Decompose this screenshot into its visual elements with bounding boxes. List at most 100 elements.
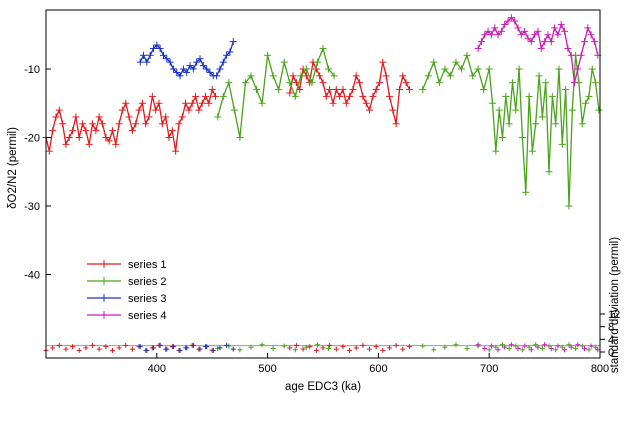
- data-point: [389, 106, 397, 114]
- sd-point: [150, 345, 156, 351]
- data-point: [195, 106, 203, 114]
- sd-point: [499, 342, 505, 348]
- legend-item: series 2: [87, 276, 167, 288]
- data-point: [65, 134, 73, 141]
- x-tick-label: 700: [480, 363, 498, 375]
- data-point: [372, 86, 380, 94]
- sd-point: [519, 347, 525, 353]
- data-point: [517, 31, 525, 39]
- data-point: [188, 99, 196, 107]
- sd-point: [360, 342, 366, 348]
- sd-point: [109, 347, 115, 353]
- sd-point: [210, 347, 216, 353]
- y-tick-label: -30: [24, 201, 40, 213]
- data-point: [112, 140, 120, 148]
- data-point: [185, 106, 193, 114]
- data-point: [329, 99, 337, 107]
- data-point: [143, 58, 151, 66]
- data-point: [430, 58, 438, 66]
- sd-point: [515, 346, 521, 352]
- data-point: [156, 44, 164, 52]
- data-point: [166, 58, 174, 66]
- data-point: [183, 68, 191, 76]
- data-point: [168, 127, 176, 135]
- sd-point: [562, 347, 568, 353]
- sd-point: [380, 347, 386, 353]
- data-point: [356, 79, 364, 87]
- data-point: [402, 79, 410, 87]
- x-axis: 400 500 600 700 800: [148, 353, 609, 375]
- data-point: [226, 48, 234, 56]
- data-point: [75, 134, 83, 141]
- data-point: [140, 51, 148, 59]
- data-point: [192, 92, 200, 100]
- data-point: [62, 140, 70, 148]
- data-point: [45, 147, 53, 155]
- sd-point: [96, 346, 102, 352]
- data-point: [230, 106, 238, 114]
- sd-point: [300, 346, 306, 352]
- data-point: [253, 86, 261, 94]
- data-point: [163, 55, 171, 63]
- data-point: [72, 113, 80, 121]
- data-point: [508, 79, 516, 87]
- sd-point: [495, 347, 501, 353]
- data-point: [362, 99, 370, 107]
- sd-point: [215, 346, 221, 352]
- sd-point: [464, 346, 470, 352]
- data-point: [199, 62, 207, 70]
- data-point: [474, 65, 482, 73]
- data-point: [169, 65, 177, 73]
- sd-point: [230, 346, 236, 352]
- x-tick-label: 500: [258, 363, 276, 375]
- data-point: [531, 31, 539, 39]
- sd-point: [237, 347, 243, 353]
- data-point: [196, 55, 204, 63]
- sd-point: [542, 342, 548, 348]
- data-point: [542, 79, 550, 87]
- data-point: [545, 168, 553, 176]
- data-point: [524, 34, 532, 42]
- y-tick-label: -10: [24, 64, 40, 76]
- data-point: [551, 24, 559, 32]
- data-point: [186, 62, 194, 70]
- data-point: [441, 65, 449, 73]
- data-point: [481, 31, 489, 39]
- sd-point: [535, 344, 541, 350]
- data-point: [507, 14, 515, 22]
- sd-point: [157, 342, 163, 348]
- data-point: [469, 72, 477, 80]
- sd-point: [575, 342, 581, 348]
- sd-point: [313, 347, 319, 353]
- data-point: [552, 120, 560, 128]
- data-point: [477, 38, 485, 46]
- sd-point: [170, 344, 176, 350]
- data-point: [339, 86, 347, 94]
- sd-point: [50, 345, 56, 351]
- sd-point: [76, 347, 82, 353]
- sd-point: [508, 342, 514, 348]
- data-point: [527, 38, 535, 46]
- data-point: [541, 38, 549, 46]
- x-tick-label: 600: [369, 363, 387, 375]
- sd-point: [333, 346, 339, 352]
- data-point: [135, 106, 143, 114]
- sd-point: [579, 343, 585, 349]
- data-point: [158, 120, 166, 128]
- legend-label: series 1: [128, 259, 167, 271]
- data-point: [537, 44, 545, 52]
- sd-point: [367, 346, 373, 352]
- data-point: [528, 147, 536, 155]
- sd-point: [137, 344, 143, 350]
- data-point: [275, 86, 283, 94]
- data-point: [484, 27, 492, 35]
- data-point: [349, 86, 357, 94]
- data-point: [322, 92, 330, 100]
- data-point: [313, 58, 321, 66]
- data-point: [518, 134, 526, 141]
- data-point: [369, 92, 377, 100]
- data-point: [122, 99, 130, 107]
- sd-tick-label: 0: [608, 347, 614, 359]
- data-point: [102, 134, 110, 141]
- sd-point: [502, 344, 508, 350]
